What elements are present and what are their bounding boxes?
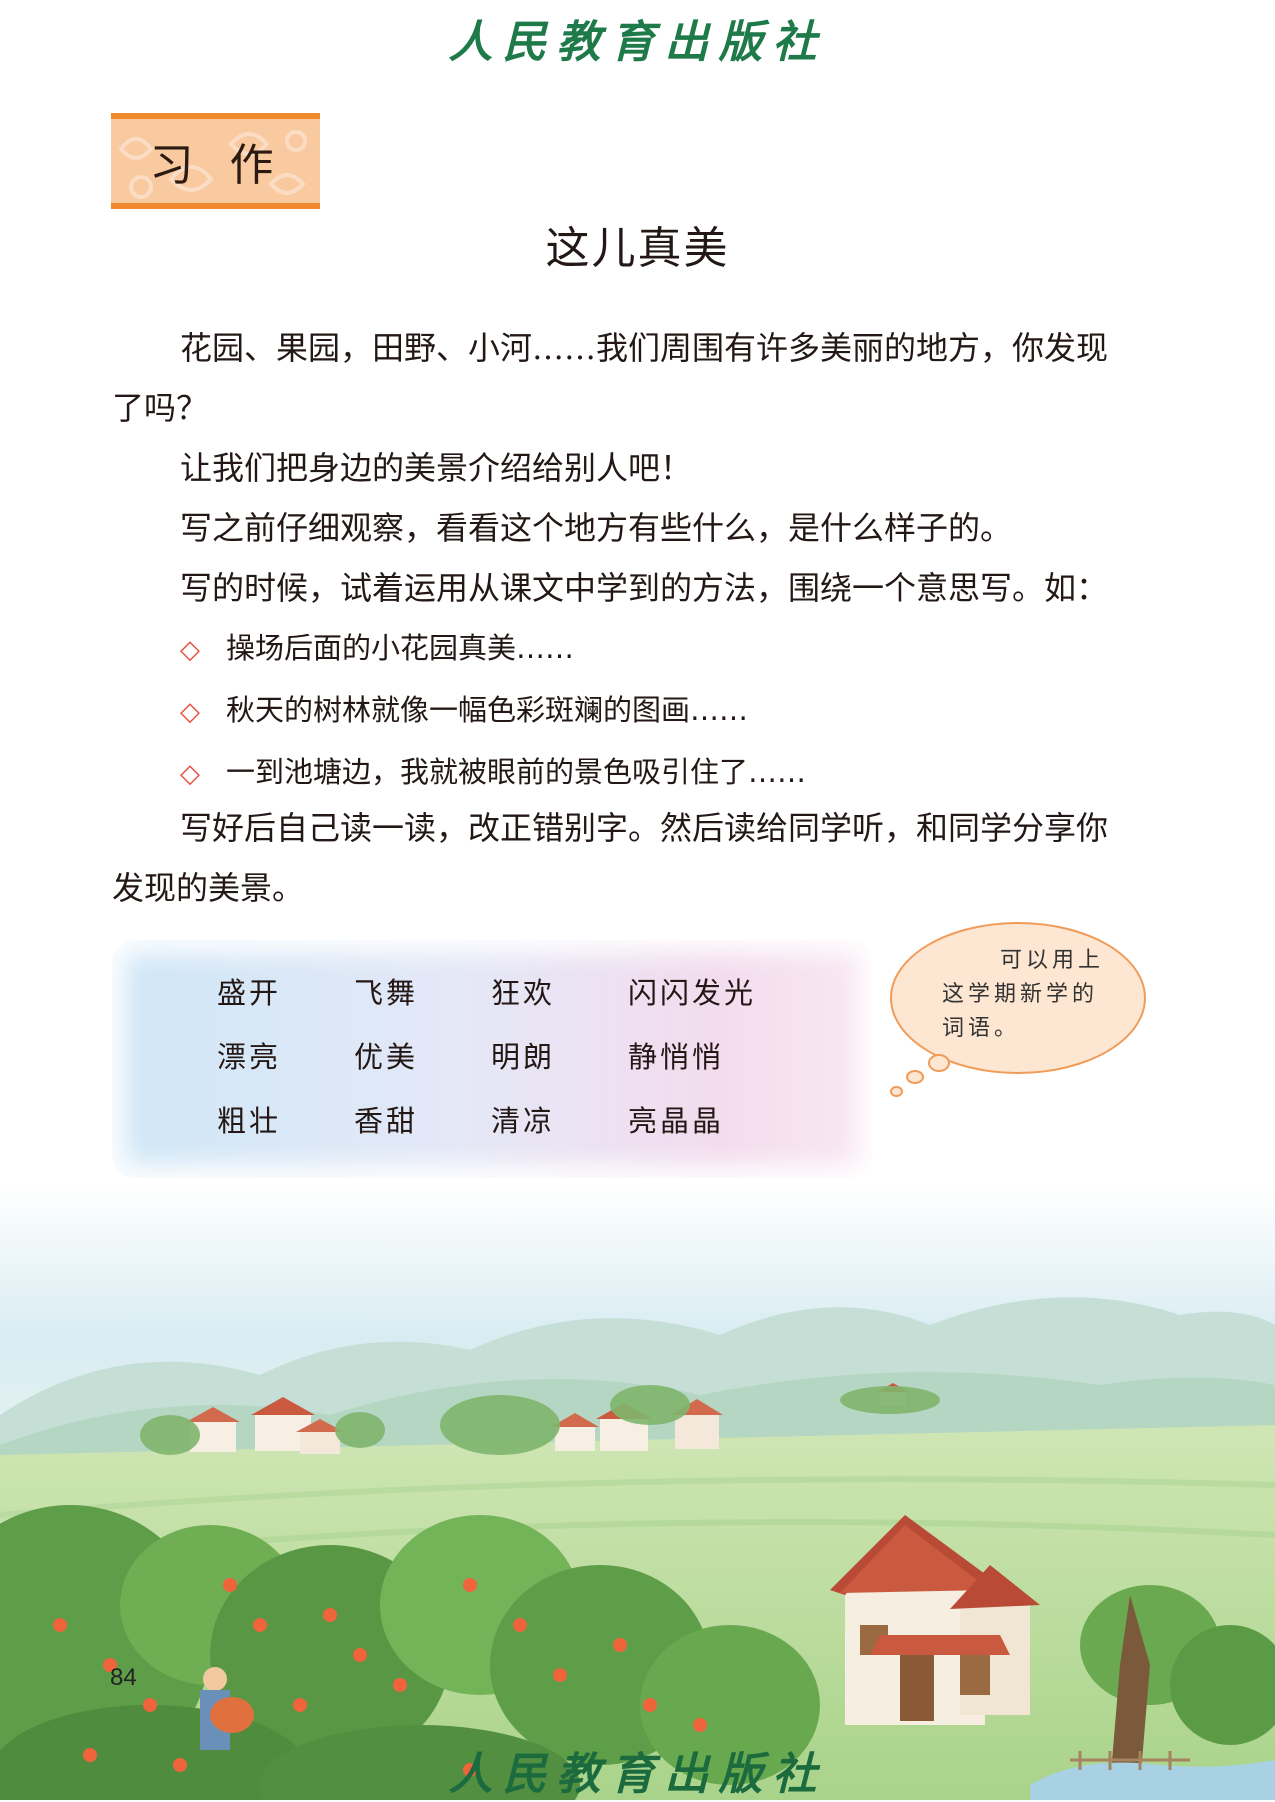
paragraph-2: 让我们把身边的美景介绍给别人吧！ (180, 449, 693, 487)
diamond-bullet-icon: ◇ (180, 697, 200, 727)
thought-dot (906, 1070, 924, 1084)
word-item: 盛开 (217, 976, 282, 1010)
word-bank: 盛开 飞舞 狂欢 闪闪发光 漂亮 优美 明朗 静悄悄 粗壮 香甜 清凉 亮晶晶 (112, 940, 872, 1178)
tip-text: 可以用上 这学期新学的 词语。 (942, 948, 1105, 1041)
word-item: 漂亮 (217, 1040, 282, 1074)
word-item: 狂欢 (491, 976, 556, 1010)
word-item: 闪闪发光 (628, 976, 757, 1010)
word-item: 静悄悄 (628, 1040, 725, 1074)
word-grid: 盛开 飞舞 狂欢 闪闪发光 漂亮 优美 明朗 静悄悄 粗壮 香甜 清凉 亮晶晶 (217, 970, 808, 1140)
word-item: 香甜 (354, 1104, 419, 1138)
diamond-bullet-icon: ◇ (180, 635, 200, 665)
page-title: 这儿真美 (545, 223, 730, 274)
paragraph-3: 写之前仔细观察，看看这个地方有些什么，是什么样子的。 (180, 509, 1013, 547)
word-item: 明朗 (491, 1040, 556, 1074)
example-item: ◇ 操场后面的小花园真美…… (180, 618, 806, 680)
page-number: 84 (110, 1664, 137, 1691)
word-item: 粗壮 (217, 1104, 282, 1138)
tip-thought-bubble: 可以用上 这学期新学的 词语。 (890, 922, 1146, 1074)
paragraph-4: 写的时候，试着运用从课文中学到的方法，围绕一个意思写。如： (180, 569, 1109, 607)
diamond-bullet-icon: ◇ (180, 759, 200, 789)
paragraph-1: 花园、果园，田野、小河……我们周围有许多美丽的地方，你发现了吗？ (112, 329, 1109, 427)
example-list: ◇ 操场后面的小花园真美…… ◇ 秋天的树林就像一幅色彩斑斓的图画…… ◇ 一到池塘边… (180, 618, 806, 804)
publisher-logo-footer: 人民教育出版社 (448, 1749, 827, 1800)
section-tag: 习作 (111, 113, 320, 209)
example-item: ◇ 一到池塘边，我就被眼前的景色吸引住了…… (180, 742, 806, 804)
thought-dot (890, 1086, 903, 1097)
word-item: 飞舞 (354, 976, 419, 1010)
word-item: 清凉 (491, 1104, 556, 1138)
example-item: ◇ 秋天的树林就像一幅色彩斑斓的图画…… (180, 680, 806, 742)
countryside-illustration (0, 1185, 1275, 1800)
thought-dot (928, 1054, 950, 1072)
word-item: 优美 (354, 1040, 419, 1074)
section-tag-label: 习作 (149, 140, 310, 191)
paragraph-5: 写好后自己读一读，改正错别字。然后读给同学听，和同学分享你发现的美景。 (112, 809, 1109, 907)
word-item: 亮晶晶 (628, 1104, 725, 1138)
publisher-logo: 人民教育出版社 (448, 17, 827, 68)
pattern-decoration (118, 130, 307, 199)
